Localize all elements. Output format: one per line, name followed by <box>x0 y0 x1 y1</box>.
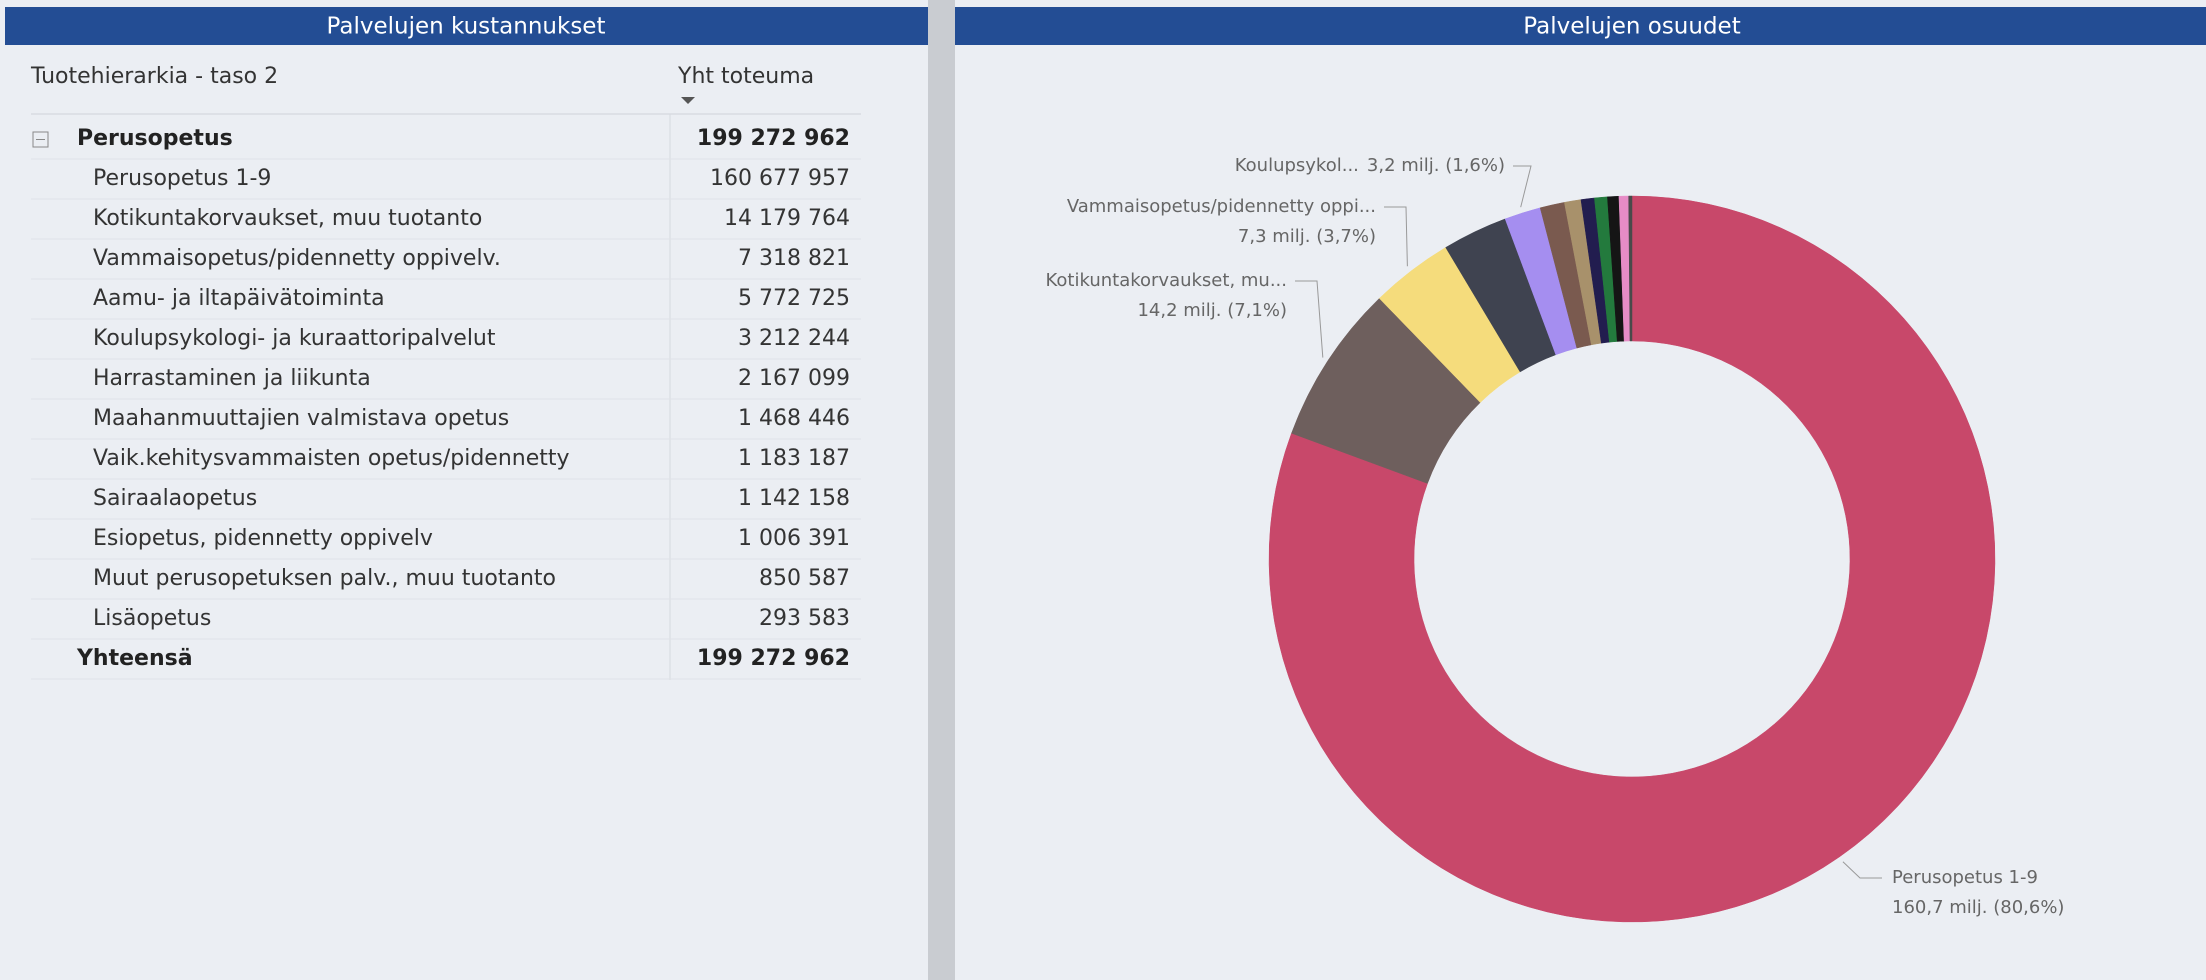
row-value: 1 142 158 <box>738 486 850 511</box>
leader-line <box>1295 280 1324 358</box>
data-label-value: 160,7 milj. (80,6%) <box>1892 897 2064 918</box>
row-name: Vammaisopetus/pidennetty oppivelv. <box>93 246 501 271</box>
row-value: 14 179 764 <box>724 206 850 231</box>
row-value: 2 167 099 <box>738 366 850 391</box>
row-name: Aamu- ja iltapäivätoiminta <box>93 286 385 311</box>
row-value: 293 583 <box>759 606 850 631</box>
row-name: Lisäopetus <box>93 606 211 631</box>
data-label-name: Perusopetus 1-9 <box>1892 867 2038 888</box>
row-value: 1 183 187 <box>738 446 850 471</box>
row-value: 1 006 391 <box>738 526 850 551</box>
group-value: 199 272 962 <box>697 126 850 151</box>
table-title: Palvelujen kustannukset <box>327 14 606 40</box>
row-value: 7 318 821 <box>738 246 850 271</box>
column-header[interactable]: Tuotehierarkia - taso 2 <box>30 64 278 89</box>
row-name: Sairaalaopetus <box>93 486 257 511</box>
chart-title: Palvelujen osuudet <box>1523 14 1740 40</box>
group-name: Perusopetus <box>77 126 233 151</box>
data-label-value: 3,2 milj. (1,6%) <box>1367 155 1505 176</box>
donut-slice <box>1268 195 1996 923</box>
data-label-value: 7,3 milj. (3,7%) <box>1238 226 1376 247</box>
column-header[interactable]: Yht toteuma <box>677 64 814 89</box>
data-label-name: Kotikuntakorvaukset, mu... <box>1045 270 1287 291</box>
divider <box>928 0 955 980</box>
row-value: 3 212 244 <box>738 326 850 351</box>
row-name: Perusopetus 1-9 <box>93 166 271 191</box>
right-header <box>955 7 2206 45</box>
donut-slice <box>1628 195 1633 342</box>
row-name: Koulupsykologi- ja kuraattoripalvelut <box>93 326 496 351</box>
row-name: Esiopetus, pidennetty oppivelv <box>93 526 433 551</box>
row-name: Muut perusopetuksen palv., muu tuotanto <box>93 566 556 591</box>
row-name: Vaik.kehitysvammaisten opetus/pidennetty <box>93 446 570 471</box>
data-label: Koulupsykol... 3,2 milj. (1,6%) <box>1235 155 1505 176</box>
left-header <box>5 7 928 45</box>
row-value: 5 772 725 <box>738 286 850 311</box>
row-value: 850 587 <box>759 566 850 591</box>
total-value: 199 272 962 <box>697 646 850 671</box>
data-label-value: 14,2 milj. (7,1%) <box>1137 300 1287 321</box>
sort-arrow[interactable] <box>681 97 695 104</box>
data-label-name: Vammaisopetus/pidennetty oppi... <box>1067 196 1376 217</box>
leader-line <box>1384 206 1408 267</box>
row-name: Kotikuntakorvaukset, muu tuotanto <box>93 206 482 231</box>
collapse-icon[interactable] <box>32 131 49 148</box>
row-name: Maahanmuuttajien valmistava opetus <box>93 406 509 431</box>
data-label-name: Koulupsykol... <box>1235 155 1359 176</box>
row-name: Harrastaminen ja liikunta <box>93 366 371 391</box>
total-name: Yhteensä <box>76 646 193 671</box>
row-value: 160 677 957 <box>710 166 850 191</box>
leader-line <box>1842 861 1882 879</box>
leader-line <box>1513 165 1532 208</box>
row-value: 1 468 446 <box>738 406 850 431</box>
